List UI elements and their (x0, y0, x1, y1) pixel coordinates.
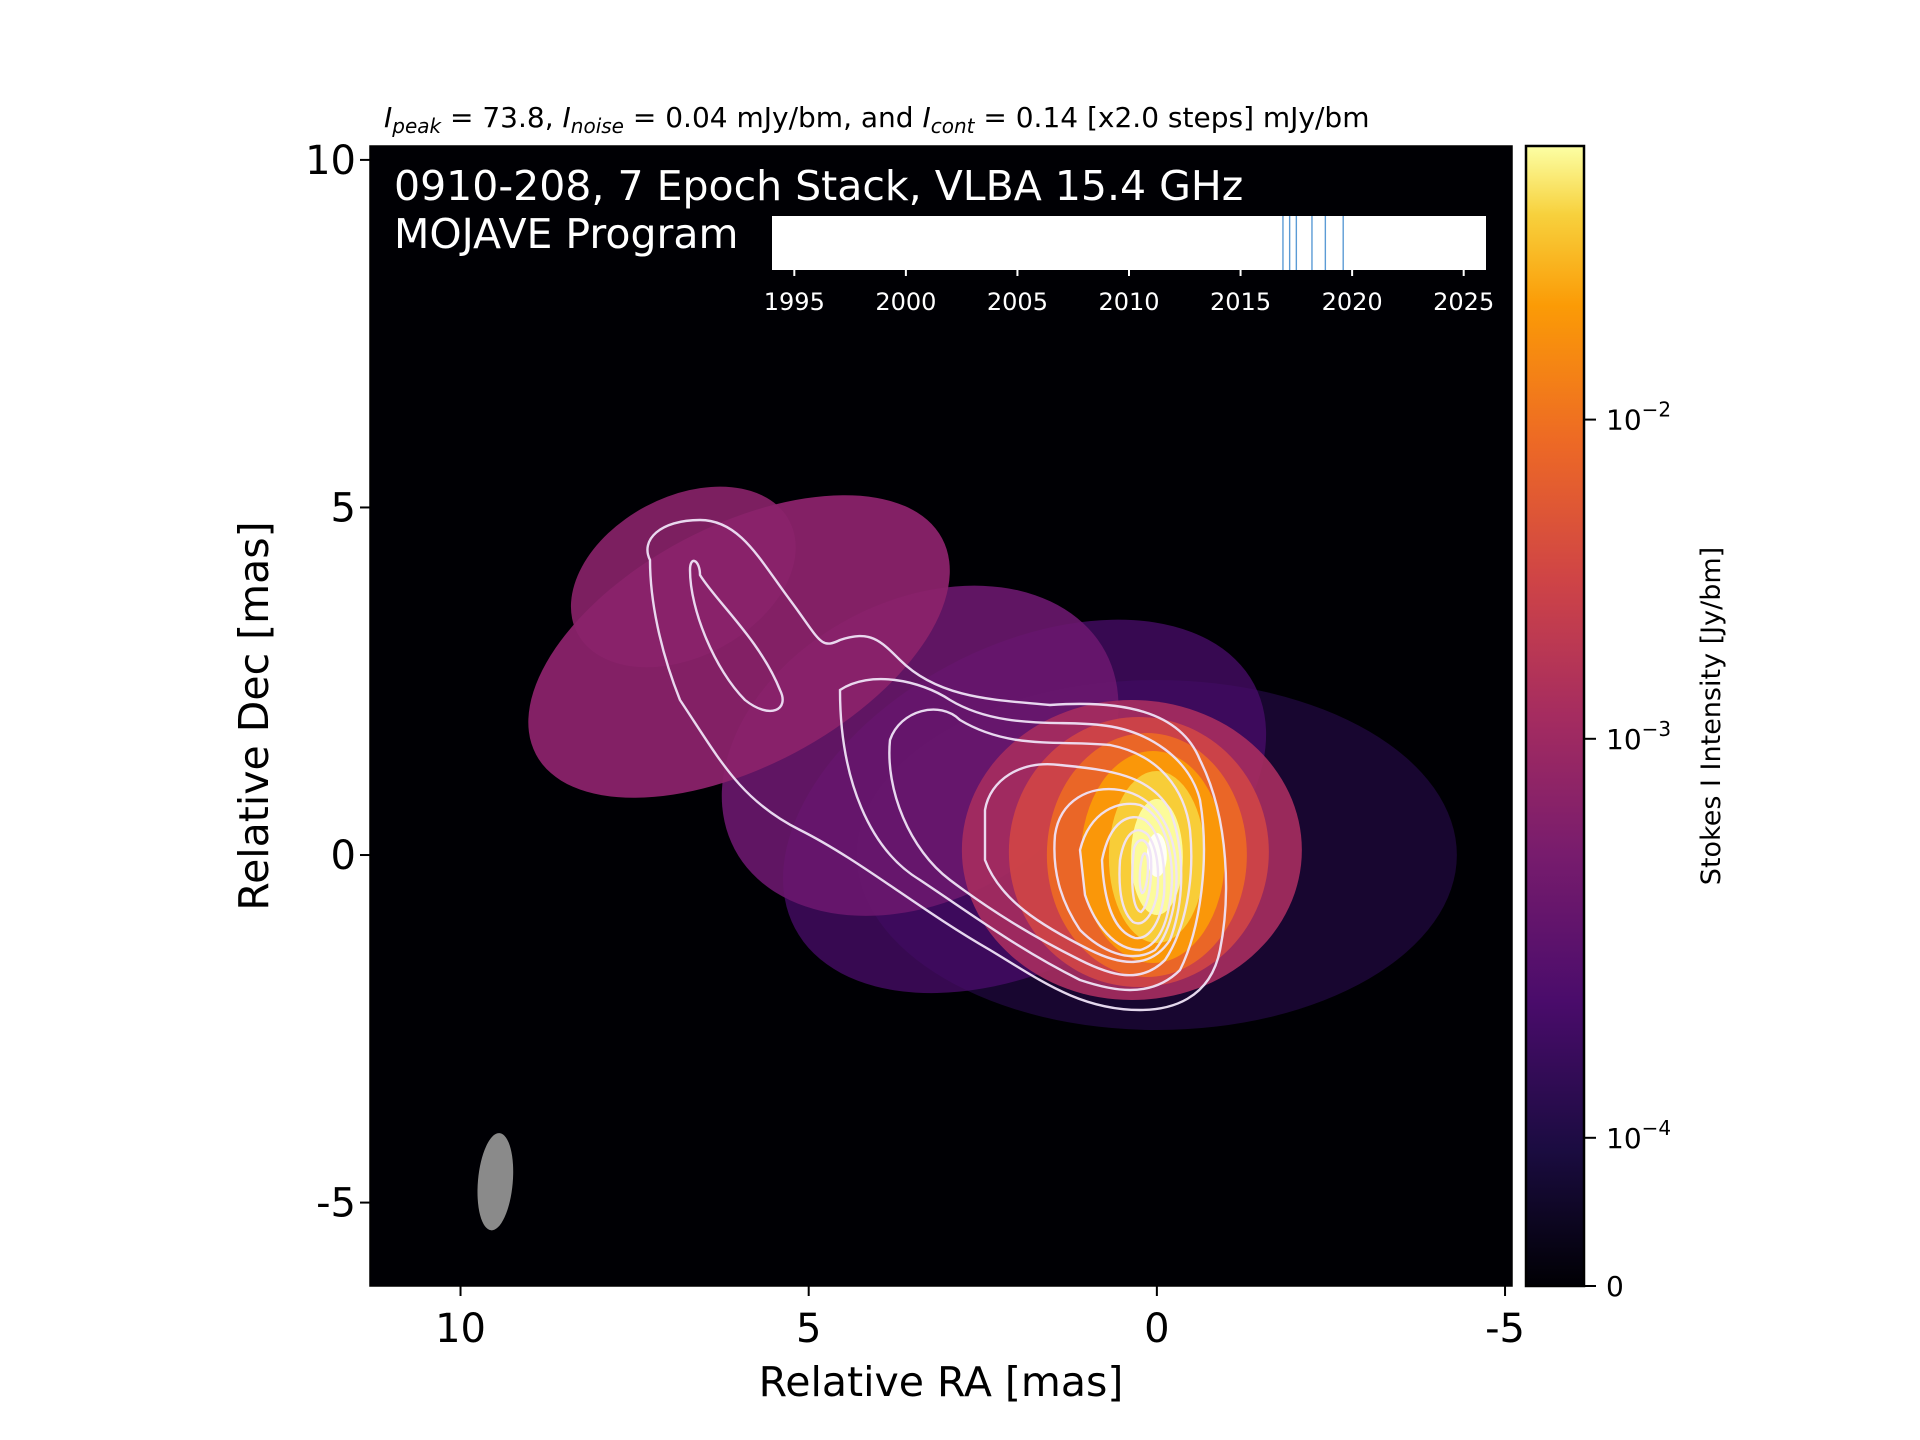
contour-line (983, 763, 1183, 964)
x-tick-label: 10 (435, 1306, 486, 1352)
y-axis-label: Relative Dec [mas] (230, 521, 278, 910)
contour-lines (646, 518, 1228, 1012)
contour-line (1100, 816, 1166, 940)
subtitle-part: I (563, 101, 571, 134)
x-tick-label: 5 (796, 1306, 821, 1352)
contour-line (688, 559, 784, 712)
x-axis-label: Relative RA [mas] (759, 1358, 1124, 1406)
jet-component (528, 495, 950, 798)
beam-ellipse (477, 1133, 514, 1231)
colorbar-tick-label: 10−2 (1606, 398, 1671, 437)
y-tick-label: 10 (305, 138, 356, 184)
chart-title-line1: 0910-208, 7 Epoch Stack, VLBA 15.4 GHz (394, 162, 1243, 210)
timeline-tick-label: 2010 (1098, 288, 1159, 316)
colorbar-tick-base: 10 (1606, 1122, 1642, 1155)
timeline-box (772, 216, 1486, 270)
subtitle-part: = 73.8, (441, 101, 562, 134)
image-axes: 0910-208, 7 Epoch Stack, VLBA 15.4 GHz M… (230, 138, 1525, 1406)
contour-line (888, 708, 1193, 977)
timeline-tick-label: 2005 (987, 288, 1048, 316)
colorbar-ticks: 10−210−310−40 (1584, 398, 1671, 1303)
colorbar: 10−210−310−40 Stokes I Intensity [Jy/bm] (1524, 144, 1727, 1303)
colorbar-tick-base: 0 (1606, 1270, 1624, 1303)
colorbar-tick-exponent: −2 (1642, 398, 1671, 422)
y-tick-label: -5 (316, 1181, 356, 1227)
subtitle-part: I (384, 101, 392, 134)
y-axis-ticks: 10 5 0 -5 (305, 138, 370, 1227)
colorbar-tick-label: 0 (1606, 1270, 1624, 1303)
subtitle-part: peak (391, 114, 442, 138)
x-tick-label: 0 (1144, 1306, 1169, 1352)
contour-line (1078, 802, 1174, 952)
colorbar-label: Stokes I Intensity [Jy/bm] (1696, 547, 1727, 885)
chart-subtitle: Ipeak = 73.8, Inoise = 0.04 mJy/bm, and … (384, 101, 1369, 138)
timeline-tick-label: 2015 (1210, 288, 1271, 316)
y-tick-label: 5 (331, 485, 356, 531)
contour-line (646, 518, 1228, 1012)
contour-line (1138, 852, 1150, 895)
timeline-tick-label: 2025 (1433, 288, 1494, 316)
subtitle-part: I (922, 101, 930, 134)
contour-line (838, 677, 1206, 992)
timeline-tick-label: 2000 (875, 288, 936, 316)
contour-line (1118, 829, 1160, 925)
subtitle-part: cont (931, 114, 976, 138)
x-axis-ticks: 10 5 0 -5 (435, 1286, 1525, 1352)
colorbar-gradient (1524, 144, 1586, 1288)
colorbar-tick-base: 10 (1606, 404, 1642, 437)
jet-component (570, 486, 796, 668)
subtitle-part: noise (571, 114, 624, 138)
colorbar-tick-label: 10−4 (1606, 1116, 1671, 1155)
chart-title-line2: MOJAVE Program (394, 210, 738, 258)
plot-frame (369, 145, 1513, 1287)
colorbar-tick-base: 10 (1606, 723, 1642, 756)
y-tick-label: 0 (331, 833, 356, 879)
timeline-tick-label: 1995 (764, 288, 825, 316)
subtitle-part: = 0.04 mJy/bm, and (624, 101, 922, 134)
colorbar-tick-exponent: −4 (1642, 1116, 1671, 1140)
contour-line (1053, 787, 1178, 958)
x-tick-label: -5 (1485, 1306, 1525, 1352)
epoch-timeline: 1995 2000 2005 2010 2015 2020 2025 (764, 216, 1494, 316)
colorbar-tick-label: 10−3 (1606, 717, 1671, 756)
subtitle-part: = 0.14 [x2.0 steps] mJy/bm (974, 101, 1369, 134)
timeline-tick-label: 2020 (1322, 288, 1383, 316)
contour-line (1131, 838, 1153, 914)
colorbar-tick-exponent: −3 (1642, 717, 1671, 741)
